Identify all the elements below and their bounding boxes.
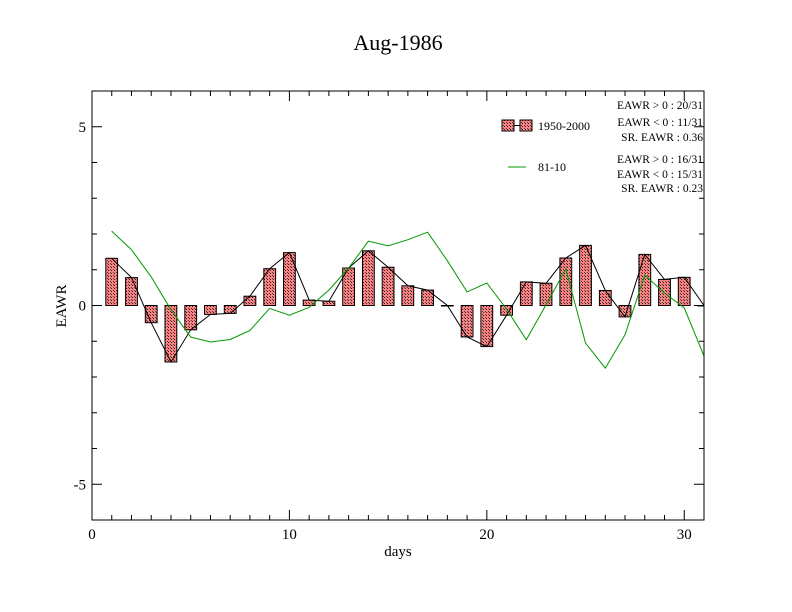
x-tick-label: 30 [677,527,692,543]
x-tick-label: 20 [479,527,494,543]
bar-day-11 [302,299,316,307]
y-tick-label: -5 [74,477,87,493]
bar-day-28 [638,253,652,306]
bar-day-16 [401,285,415,306]
bar-day-22 [519,281,533,306]
x-tick-label: 0 [88,527,96,543]
series-1950-2000-line [111,244,704,364]
bar-day-30 [677,276,691,306]
bar-day-17 [421,289,435,307]
bar-day-12 [322,300,336,307]
legend-label-1950-2000: 1950-2000 [538,119,590,133]
bar-day-14 [362,250,375,307]
bar-day-8 [243,295,257,307]
bar-day-10 [283,252,296,307]
bar-day-19 [460,305,474,338]
bar-day-15 [381,266,395,307]
stat-1950-positive: EAWR > 0 : 20/31 [617,100,703,112]
stat-8110-negative: EAWR < 0 : 15/31 [617,169,703,181]
legend: 1950-2000 81-10 EAWR > 0 : 20/31 EAWR < … [501,100,703,195]
y-axis-label: EAWR [54,285,70,328]
legend-label-81-10: 81-10 [538,160,566,174]
bar-day-24 [559,257,573,306]
stat-8110-sr: SR. EAWR : 0.23 [621,183,703,195]
bar-day-21 [500,305,514,316]
bar-day-13 [342,267,356,306]
stat-1950-negative: EAWR < 0 : 11/31 [617,117,703,129]
bar-day-1 [105,257,119,306]
stat-1950-sr: SR. EAWR : 0.36 [621,132,703,144]
x-axis-label: days [384,544,412,560]
chart-title: Aug-1986 [353,30,442,55]
bar-day-23 [539,282,553,306]
bar-day-26 [598,290,612,306]
y-tick-label: 5 [79,120,87,136]
bar-day-6 [204,305,217,315]
y-tick-label: 0 [79,299,87,315]
legend-swatch-1950-2000-b [519,119,533,132]
legend-swatch-1950-2000 [501,119,515,132]
plot-frame [91,90,705,521]
stat-8110-positive: EAWR > 0 : 16/31 [617,154,703,166]
x-tick-label: 10 [282,527,297,543]
bar-day-2 [125,277,138,307]
series-81-10-line [111,230,704,369]
